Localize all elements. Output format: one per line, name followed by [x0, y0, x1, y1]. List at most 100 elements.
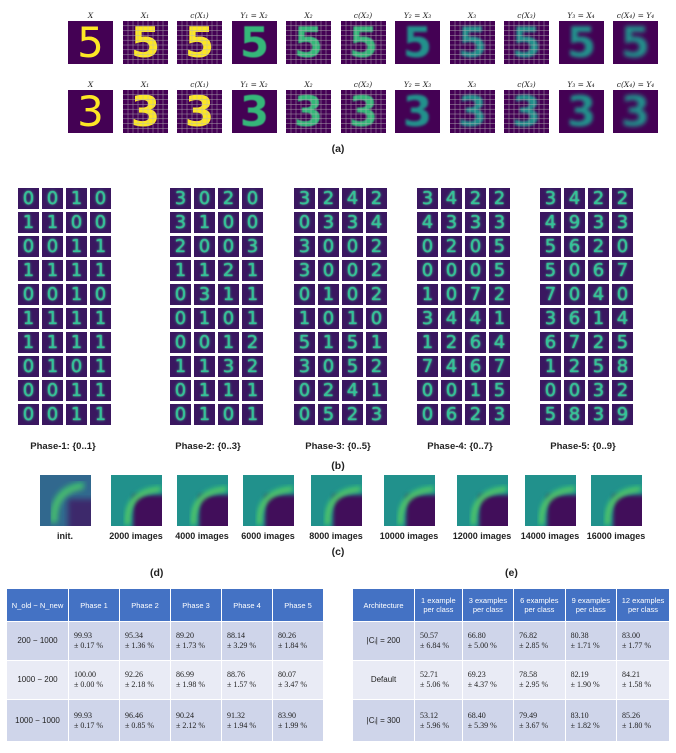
column-header: 3 examples per class: [461, 588, 515, 622]
digit-image: 3: [558, 90, 604, 133]
digit-glyph: 1: [22, 308, 35, 329]
digit-tile: 0: [441, 260, 462, 281]
std-value: ± 5.00 %: [467, 641, 497, 650]
digit-tile: 0: [18, 188, 39, 209]
digit-glyph: 4: [346, 188, 359, 209]
digit-glyph: 1: [94, 332, 107, 353]
digit-glyph: 0: [22, 380, 35, 401]
transform-cell: Y₃ = X₄ 3: [558, 79, 604, 133]
digit-glyph: 0: [70, 212, 83, 233]
std-value: ± 5.96 %: [420, 720, 450, 730]
digit-glyph: 1: [544, 356, 557, 377]
svg-text:5: 5: [348, 21, 377, 64]
digit-tile: 4: [342, 188, 363, 209]
digit-tile: 6: [588, 260, 609, 281]
svg-text:3: 3: [77, 90, 104, 133]
digit-tile: 1: [366, 380, 387, 401]
mean-value: 100.00: [74, 670, 96, 679]
digit-tile: 3: [441, 212, 462, 233]
digit-tile: 1: [66, 284, 87, 305]
digit-tile: 1: [66, 308, 87, 329]
svg-text:3: 3: [457, 90, 486, 133]
digit-tile: 4: [465, 308, 486, 329]
row-label: |Cᵢ| = 200: [352, 621, 415, 661]
digit-tile: 2: [218, 260, 239, 281]
digit-tile: 6: [441, 404, 462, 425]
digit-tile: 7: [540, 284, 561, 305]
svg-text:5: 5: [566, 21, 595, 64]
digit-tile: 3: [588, 404, 609, 425]
digit-tile: 3: [366, 404, 387, 425]
digit-glyph: 0: [198, 332, 211, 353]
digit-glyph: 0: [174, 404, 187, 425]
transform-cell: Y₃ = X₄ 5: [558, 10, 604, 64]
digit-tile: 6: [564, 236, 585, 257]
digit-tile: 1: [42, 356, 63, 377]
digit-glyph: 2: [493, 188, 506, 209]
digit-tile: 0: [18, 284, 39, 305]
digit-tile: 1: [18, 260, 39, 281]
transform-title: c(X₂): [353, 11, 373, 20]
digit-tile: 0: [318, 356, 339, 377]
digit-image: 5: [286, 21, 331, 64]
digit-tile: 0: [318, 236, 339, 257]
digit-glyph: 2: [174, 236, 187, 257]
digit-glyph: 1: [493, 308, 506, 329]
digit-image: 5: [449, 21, 495, 64]
digit-image: 5: [177, 21, 222, 64]
digit-glyph: 1: [246, 404, 259, 425]
digit-tile: 1: [194, 308, 215, 329]
digit-tile: 0: [218, 308, 239, 329]
digit-glyph: 1: [198, 212, 211, 233]
digit-glyph: 1: [70, 404, 83, 425]
std-value: ± 2.95 %: [519, 680, 549, 689]
phase-label: Phase-4: {0..7}: [427, 441, 493, 452]
digit-tile: 5: [612, 332, 633, 353]
digit-glyph: 2: [616, 380, 629, 401]
digit-glyph: 0: [46, 380, 59, 401]
mean-value: 88.76: [227, 670, 245, 679]
std-value: ± 3.47 %: [278, 680, 308, 689]
kernel-label: init.: [57, 531, 73, 541]
digit-glyph: 3: [469, 212, 482, 233]
digit-glyph: 1: [370, 332, 383, 353]
digit-tile: 3: [294, 236, 315, 257]
kernel-label: 4000 images: [175, 531, 229, 541]
digit-glyph: 0: [298, 380, 311, 401]
kernel-label: 6000 images: [241, 531, 295, 541]
result-cell: 50.57 ± 6.84 %: [414, 621, 463, 661]
svg-text:3: 3: [621, 90, 650, 133]
digit-tile: 0: [218, 404, 239, 425]
transform-title: c(X₄) = Y₄: [616, 80, 655, 89]
mean-value: 66.80: [467, 631, 486, 640]
digit-image: 5: [340, 21, 386, 64]
digit-glyph: 0: [346, 236, 359, 257]
digit-glyph: 4: [616, 308, 629, 329]
digit-tile: 2: [366, 284, 387, 305]
digit-glyph: 2: [445, 332, 458, 353]
digit-glyph: 0: [421, 260, 434, 281]
kernel-item: 4000 images: [172, 475, 239, 541]
digit-glyph: 2: [592, 332, 605, 353]
digit-tile: 1: [42, 212, 63, 233]
digit-tile: 2: [441, 236, 462, 257]
digit-tile: 0: [18, 380, 39, 401]
mean-value: 78.58: [519, 670, 538, 679]
digit-tile: 9: [612, 404, 633, 425]
digit-glyph: 6: [592, 260, 605, 281]
result-cell: 96.46 ± 0.85 %: [119, 699, 171, 742]
svg-text:3: 3: [348, 90, 377, 133]
digit-tile: 0: [90, 188, 111, 209]
transform-title: c(X₄) = Y₄: [616, 11, 655, 20]
digit-tile: 1: [242, 284, 263, 305]
digit-tile: 9: [564, 212, 585, 233]
digit-tile: 4: [366, 212, 387, 233]
digit-tile: 5: [540, 236, 561, 257]
svg-text:3: 3: [294, 90, 323, 133]
caption-b: (b): [331, 460, 345, 472]
column-header: 1 example per class: [414, 588, 463, 622]
digit-tile: 1: [90, 404, 111, 425]
digit-tile: 3: [170, 212, 191, 233]
